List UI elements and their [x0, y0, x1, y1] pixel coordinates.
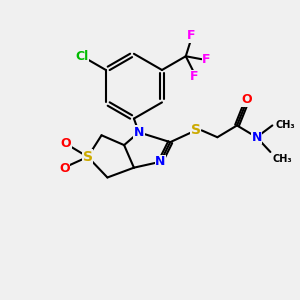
Text: Cl: Cl	[75, 50, 89, 63]
Text: N: N	[251, 131, 262, 144]
Text: O: O	[242, 93, 252, 106]
Text: F: F	[186, 29, 195, 42]
Text: S: S	[83, 150, 93, 164]
Text: S: S	[191, 123, 201, 137]
Text: CH₃: CH₃	[272, 154, 292, 164]
Text: F: F	[202, 53, 211, 66]
Text: O: O	[61, 136, 71, 150]
Text: CH₃: CH₃	[275, 121, 295, 130]
Text: O: O	[59, 162, 70, 175]
Text: F: F	[189, 70, 198, 83]
Text: N: N	[155, 155, 166, 168]
Text: N: N	[134, 126, 144, 139]
